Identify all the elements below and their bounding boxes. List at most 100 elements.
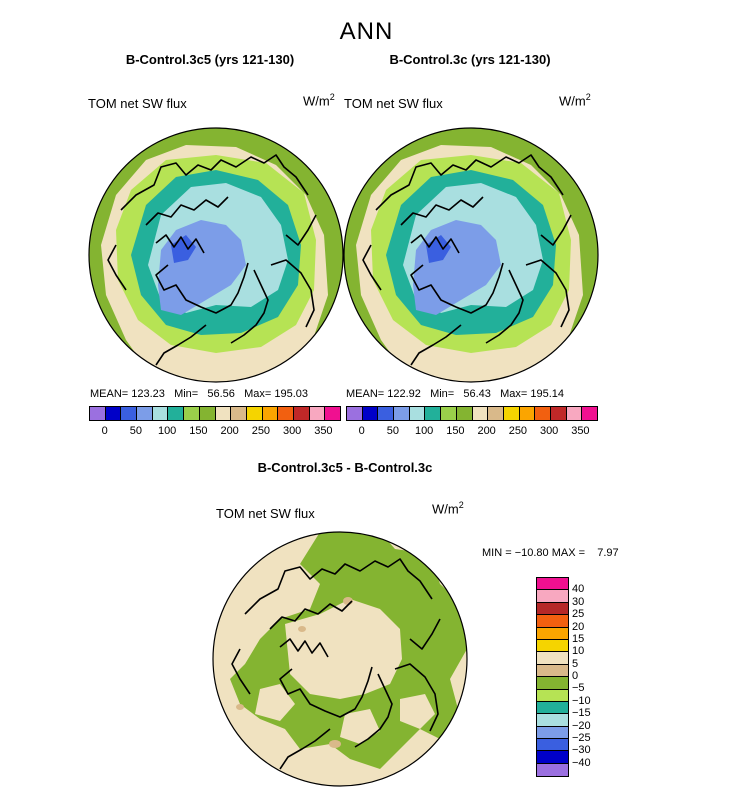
diff-colorbar-tick-label: 0 [572,670,579,682]
left-variable-label: TOM net SW flux [88,96,187,111]
right-stats: MEAN= 122.92 Min= 56.43 Max= 195.14 [346,388,564,400]
left-colorbar-tick-label: 300 [282,425,302,437]
diff-colorbar-swatch [537,751,568,764]
right-colorbar-swatch [441,407,457,420]
left-colorbar-swatch [121,407,138,420]
diff-colorbar-swatch [537,739,568,752]
right-colorbar-swatch [378,407,395,420]
diff-colorbar-tick-label: 30 [572,595,585,608]
left-colorbar-swatch [105,407,122,420]
left-colorbar-swatch [168,407,185,420]
diff-polar-map [212,531,468,787]
right-colorbar-swatch [535,407,551,420]
diff-colorbar-swatch [537,664,568,678]
diff-colorbar-swatch [537,639,568,653]
right-colorbar-tick-label: 0 [358,425,365,437]
right-variable-label: TOM net SW flux [344,96,443,111]
right-polar-map [343,127,599,383]
diff-colorbar-tick-label: −20 [572,719,591,732]
right-units-label: W/m2 [559,92,591,109]
right-panel-title: B-Control.3c (yrs 121-130) [389,52,551,67]
diff-colorbar-tick-label: 5 [572,657,579,670]
right-colorbar [346,406,598,421]
left-colorbar-swatch [309,407,326,420]
left-colorbar-swatch [246,407,263,420]
diff-colorbar [536,577,569,777]
left-colorbar-swatch [152,407,169,420]
season-title: ANN [339,18,394,45]
right-colorbar-swatch [582,407,597,420]
diff-colorbar-tick-label: 20 [572,620,585,633]
right-colorbar-swatch [409,407,426,420]
left-colorbar-swatch [325,407,340,420]
diff-colorbar-swatch [537,590,568,603]
left-colorbar-tick-label: 200 [220,425,239,437]
left-colorbar-swatch [137,407,153,420]
diff-colorbar-swatch [537,615,568,628]
right-colorbar-swatch [456,407,473,420]
diff-colorbar-swatch [537,689,568,702]
left-colorbar-swatch [278,407,294,420]
left-colorbar [89,406,341,421]
right-colorbar-tick-label: 300 [539,425,559,437]
diff-colorbar-swatch [537,701,568,715]
left-colorbar-tick-label: 250 [251,425,271,437]
right-colorbar-tick-label: 350 [571,425,590,437]
right-colorbar-tick-label: 100 [414,425,434,437]
right-colorbar-swatch [503,407,520,420]
right-colorbar-swatch [472,407,489,420]
right-colorbar-swatch [488,407,504,420]
right-colorbar-swatch [519,407,536,420]
right-colorbar-swatch [394,407,410,420]
diff-colorbar-tick-label: 25 [572,608,585,621]
diff-colorbar-tick-label: 40 [572,583,585,596]
left-colorbar-swatch [215,407,232,420]
left-units-label: W/m2 [303,92,335,109]
diff-colorbar-swatch [537,714,568,727]
diff-colorbar-swatch [537,602,568,616]
right-colorbar-swatch [362,407,379,420]
diff-colorbar-tick-label: −25 [572,731,591,744]
right-colorbar-swatch [566,407,583,420]
left-colorbar-labels: 0 50 100 150 200 250 300 350 [89,425,339,439]
right-colorbar-tick-label: 150 [446,425,465,437]
diff-colorbar-tick-label: −10 [572,694,591,707]
left-colorbar-tick-label: 0 [101,425,108,437]
diff-colorbar-tick-label: −5 [572,682,585,695]
right-colorbar-swatch [425,407,442,420]
left-colorbar-tick-label: 100 [157,425,177,437]
diff-colorbar-tick-label: 15 [572,632,585,645]
left-colorbar-swatch [199,407,216,420]
diff-units-label: W/m2 [432,500,464,517]
diff-minmax: MIN = −10.80 MAX = 7.97 [482,547,619,559]
diff-panel-title: B-Control.3c5 - B-Control.3c [257,460,433,475]
diff-colorbar-labels: 40 30 25 20 15 10 5 0 −5 −10 −15 −20 −25 −30 −40 [572,577,612,775]
right-colorbar-swatch [550,407,567,420]
left-colorbar-tick-label: 350 [314,425,333,437]
left-colorbar-swatch [231,407,247,420]
diff-colorbar-swatch [537,652,568,665]
left-colorbar-swatch [90,407,106,420]
diff-colorbar-tick-label: −15 [572,707,591,720]
left-panel-title: B-Control.3c5 (yrs 121-130) [125,52,295,67]
diff-variable-label: TOM net SW flux [216,506,315,521]
diff-colorbar-tick-label: −30 [572,744,591,757]
left-stats: MEAN= 123.23 Min= 56.56 Max= 195.03 [90,388,308,400]
left-polar-map [88,127,344,383]
left-colorbar-swatch [262,407,279,420]
diff-colorbar-swatch [537,627,568,640]
right-colorbar-labels: 0 50 100 150 200 250 300 350 [346,425,596,439]
diff-colorbar-tick-label: 10 [572,645,585,658]
right-colorbar-tick-label: 50 [386,425,399,437]
diff-colorbar-swatch [537,726,568,740]
right-colorbar-tick-label: 250 [508,425,528,437]
left-colorbar-swatch [184,407,200,420]
left-colorbar-tick-label: 50 [129,425,142,437]
diff-colorbar-tick-label: −40 [572,756,591,769]
diff-colorbar-swatch [537,763,568,777]
diff-colorbar-swatch [537,578,568,591]
right-colorbar-swatch [347,407,363,420]
left-colorbar-tick-label: 150 [189,425,208,437]
left-colorbar-swatch [293,407,310,420]
diff-colorbar-swatch [537,677,568,690]
